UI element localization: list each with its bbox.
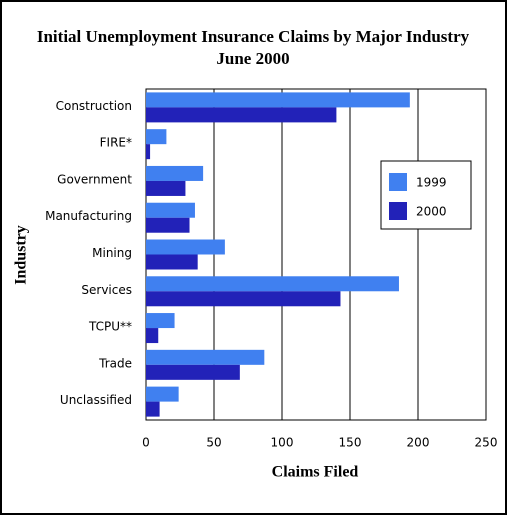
bar (146, 254, 198, 270)
legend-swatch (389, 173, 407, 191)
x-tick-label: 100 (271, 436, 294, 450)
y-tick-label: Services (81, 283, 132, 297)
bar (146, 386, 179, 402)
chart-title: Initial Unemployment Insurance Claims by… (37, 27, 470, 46)
y-axis-label: Industry (13, 225, 30, 285)
bar (146, 107, 337, 123)
y-tick-label: Government (57, 172, 132, 186)
y-tick-label: Construction (56, 99, 132, 113)
chart-subtitle: June 2000 (216, 49, 289, 68)
bar (146, 217, 190, 233)
bar (146, 364, 240, 380)
y-tick-label: FIRE* (100, 136, 132, 150)
legend-label: 2000 (416, 205, 447, 219)
x-tick-label: 200 (407, 436, 430, 450)
legend-swatch (389, 202, 407, 220)
y-tick-label: Mining (92, 246, 132, 260)
x-axis-label: Claims Filed (272, 464, 359, 481)
y-tick-label: Unclassified (60, 393, 132, 407)
x-tick-label: 150 (339, 436, 362, 450)
bar (146, 276, 399, 292)
bar (146, 129, 167, 145)
bar (146, 239, 225, 255)
bar (146, 165, 204, 181)
y-tick-label: TCPU** (88, 320, 132, 334)
bar (146, 180, 186, 196)
y-tick-label: Trade (98, 356, 132, 370)
x-tick-label: 0 (142, 436, 150, 450)
bar (146, 144, 151, 160)
bar (146, 349, 265, 365)
legend-label: 1999 (416, 176, 447, 190)
x-tick-label: 250 (475, 436, 498, 450)
bar (146, 202, 195, 218)
x-tick-label: 50 (206, 436, 221, 450)
bar (146, 328, 159, 344)
bar (146, 291, 341, 307)
bar (146, 401, 160, 417)
y-tick-label: Manufacturing (45, 209, 132, 223)
bar (146, 92, 410, 108)
bar (146, 313, 175, 329)
